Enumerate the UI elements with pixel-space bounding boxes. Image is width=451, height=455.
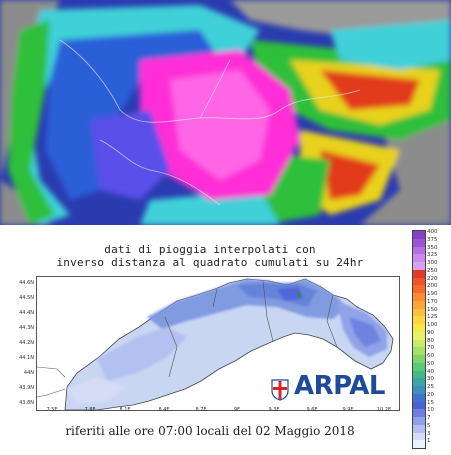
colorbar-level-label: 80 [427,337,434,344]
liguria-rain-graphic [37,278,394,410]
lon-label: 8.4E [158,407,170,413]
colorbar-level-label: 1 [427,438,431,445]
colorbar-segment [413,417,425,425]
colorbar-level-label: 5 [427,422,431,429]
colorbar-segment [413,432,425,441]
colorbar-segment [413,324,425,332]
map-title-line-2: inverso distanza al quadrato cumulati su… [56,256,364,269]
colorbar-level-label: 100 [427,322,438,328]
colorbar-segment [413,347,425,355]
lon-label: 8.7E [195,407,207,413]
satellite-rain-image [0,0,451,225]
colorbar-segment [413,254,425,262]
lat-label: 44.5N [19,295,34,301]
colorbar-level-label: 400 [427,229,438,235]
colorbar-level-label: 10 [427,407,434,414]
colorbar-segment [413,293,425,301]
colorbar-level-label: 20 [427,391,434,398]
colorbar-segment [413,393,425,402]
lon-label: 9.9E [342,407,354,413]
colorbar-segment [413,440,425,448]
colorbar-level-label: 150 [427,306,438,313]
colorbar-level-label: 250 [427,267,438,274]
colorbar-level-label: 7 [427,415,431,421]
colorbar-segment [413,262,425,270]
colorbar-segment [413,308,425,317]
lat-label: 43.8N [19,400,34,406]
colorbar-level-label: 30 [427,376,434,383]
colorbar-segment [413,316,425,324]
colorbar-segment [413,362,425,371]
colorbar-segment [413,339,425,348]
colorbar-level-label: 90 [427,329,434,336]
lon-label: 8.1E [119,407,131,413]
colorbar-level-label: 375 [427,236,438,243]
arpal-logo-text: ARPAL [294,371,386,401]
map-footer: riferiti alle ore 07:00 locali del 02 Ma… [65,424,355,438]
colorbar-level-label: 50 [427,360,434,367]
lat-label: 44.2N [19,340,34,346]
lon-label: 9.6E [306,407,318,413]
colorbar-level-label: 325 [427,252,438,259]
colorbar-segment [413,246,425,255]
colorbar-level-label: 300 [427,260,438,266]
colorbar-level-label: 190 [427,291,438,297]
colorbar-segment [413,355,425,363]
satellite-rain-graphic [0,0,451,225]
lat-label: 44.1N [19,355,34,361]
colorbar-level-label: 3 [427,430,431,437]
lat-label: 44.4N [19,310,34,316]
colorbar-level-label: 220 [427,275,438,282]
liguria-map [36,276,400,411]
colorbar-segment [413,424,425,433]
colorbar-level-label: 70 [427,345,434,352]
colorbar-segment [413,378,425,386]
lat-label: 43.9N [19,385,34,391]
colorbar-segment [413,409,425,417]
colorbar-segment [413,331,425,340]
colorbar-level-label: 170 [427,298,438,305]
lon-label: 10.2E [376,407,392,413]
colorbar-segment [413,285,425,293]
colorbar-level-label: 15 [427,399,434,406]
lon-label: 9E [233,407,241,413]
map-title-line-1: dati di pioggia interpolati con [104,243,316,256]
lat-label: 44.3N [19,325,34,331]
colorbar-segment [413,401,425,410]
colorbar-level-label: 350 [427,244,438,251]
colorbar-level-label: 25 [427,384,434,390]
lon-label: 7.8E [84,407,96,413]
lat-label: 44.6N [19,280,34,286]
rain-map-panel: dati di pioggia interpolati con inverso … [0,225,451,455]
rain-colorbar [412,230,426,449]
lat-label: 44N [23,370,34,376]
colorbar-segment [413,386,425,394]
colorbar-segment [413,238,425,247]
colorbar-level-label: 200 [427,283,438,290]
colorbar-segment [413,277,425,286]
colorbar-level-label: 125 [427,314,438,321]
colorbar-segment [413,370,425,379]
colorbar-level-label: 40 [427,368,434,375]
colorbar-segment [413,231,425,239]
lon-label: 7.5E [46,407,58,413]
arpal-shield-icon [271,379,289,401]
colorbar-segment [413,300,425,309]
lon-label: 9.3E [268,407,280,413]
colorbar-level-label: 60 [427,353,434,359]
colorbar-segment [413,269,425,278]
